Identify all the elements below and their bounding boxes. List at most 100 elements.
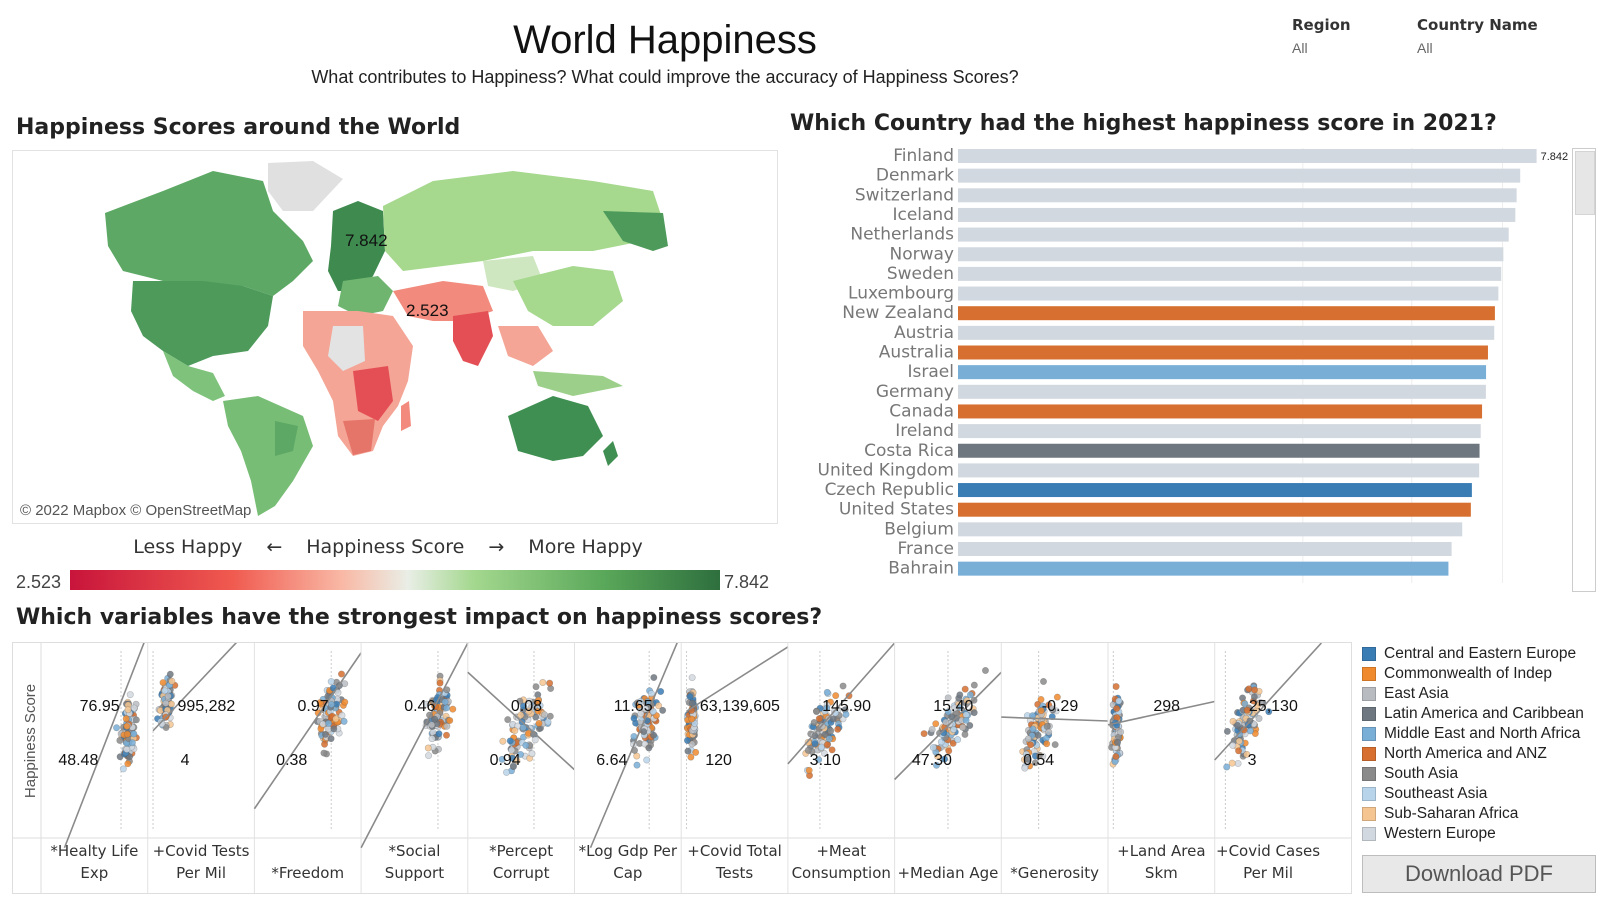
filter-country[interactable]: Country Name All bbox=[1417, 16, 1538, 56]
scatter-point[interactable] bbox=[519, 702, 527, 710]
scatter-point[interactable] bbox=[637, 710, 645, 718]
scatter-point[interactable] bbox=[499, 737, 507, 745]
scatter-point[interactable] bbox=[1265, 708, 1273, 716]
scatter-point[interactable] bbox=[442, 731, 450, 739]
scatter-point[interactable] bbox=[1024, 735, 1032, 743]
scatter-point[interactable] bbox=[327, 735, 335, 743]
scatter-point[interactable] bbox=[633, 761, 641, 769]
scatter-point[interactable] bbox=[1235, 737, 1243, 745]
scatter-point[interactable] bbox=[535, 696, 543, 704]
legend-item[interactable]: Southeast Asia bbox=[1362, 784, 1584, 804]
bar[interactable] bbox=[958, 286, 1499, 301]
scatter-point[interactable] bbox=[516, 697, 524, 705]
scatter-panel[interactable]: 76.95 48.48 *Healty Life Exp bbox=[50, 632, 149, 882]
scatter-point[interactable] bbox=[424, 744, 432, 752]
scatter-point[interactable] bbox=[535, 719, 543, 727]
scatter-point[interactable] bbox=[1037, 695, 1045, 703]
scatter-point[interactable] bbox=[821, 731, 829, 739]
legend-item[interactable]: Middle East and North Africa bbox=[1362, 724, 1584, 744]
scatter-point[interactable] bbox=[509, 763, 517, 771]
scatter-point[interactable] bbox=[159, 679, 167, 687]
scatter-point[interactable] bbox=[168, 677, 176, 685]
scatter-point[interactable] bbox=[162, 699, 170, 707]
scatter-point[interactable] bbox=[435, 730, 443, 738]
scatter-point[interactable] bbox=[540, 711, 548, 719]
scatter-point[interactable] bbox=[928, 725, 936, 733]
scatter-point[interactable] bbox=[1235, 747, 1243, 755]
scatter-point[interactable] bbox=[506, 737, 514, 745]
scatter-point[interactable] bbox=[528, 750, 536, 758]
scatter-point[interactable] bbox=[327, 701, 335, 709]
scatter-point[interactable] bbox=[1241, 700, 1249, 708]
scatter-point[interactable] bbox=[546, 679, 554, 687]
scatter-point[interactable] bbox=[815, 756, 823, 764]
scatter-point[interactable] bbox=[804, 746, 812, 754]
scatter-point[interactable] bbox=[961, 685, 969, 693]
scatter-point[interactable] bbox=[1246, 727, 1254, 735]
bar[interactable] bbox=[958, 306, 1495, 321]
scatter-point[interactable] bbox=[970, 709, 978, 717]
bar[interactable] bbox=[958, 561, 1449, 576]
scatter-point[interactable] bbox=[1229, 741, 1237, 749]
scatter-point[interactable] bbox=[944, 708, 952, 716]
legend-item[interactable]: Central and Eastern Europe bbox=[1362, 644, 1584, 664]
bar[interactable] bbox=[958, 325, 1495, 340]
scatter-point[interactable] bbox=[828, 746, 836, 754]
scatter-point[interactable] bbox=[116, 736, 124, 744]
scatter-point[interactable] bbox=[1113, 704, 1121, 712]
scatter-point[interactable] bbox=[839, 682, 847, 690]
scatter-point[interactable] bbox=[503, 768, 511, 776]
bar[interactable] bbox=[958, 168, 1521, 183]
scatter-point[interactable] bbox=[961, 730, 969, 738]
scatter-point[interactable] bbox=[823, 741, 831, 749]
scatter-point[interactable] bbox=[1048, 705, 1056, 713]
scatter-point[interactable] bbox=[645, 744, 653, 752]
scatter-point[interactable] bbox=[508, 754, 516, 762]
scatter-point[interactable] bbox=[970, 681, 978, 689]
scatter-point[interactable] bbox=[508, 746, 516, 754]
scatter-panel[interactable]: 995,282 4 +Covid Tests Per Mil bbox=[147, 622, 255, 893]
scatter-point[interactable] bbox=[655, 702, 663, 710]
bar-chart-scrollbar[interactable] bbox=[1572, 148, 1596, 592]
scatter-panel[interactable]: 0.46 *Social Support bbox=[360, 642, 469, 893]
scatter-panel[interactable]: 25,130 3 +Covid Cases Per Mil bbox=[1214, 642, 1322, 893]
scatter-point[interactable] bbox=[683, 737, 691, 745]
scatter-point[interactable] bbox=[113, 724, 121, 732]
scatter-point[interactable] bbox=[330, 725, 338, 733]
scatter-point[interactable] bbox=[325, 719, 333, 727]
bar[interactable] bbox=[958, 483, 1472, 498]
scatter-point[interactable] bbox=[525, 707, 533, 715]
scatter-point[interactable] bbox=[428, 735, 436, 743]
scatter-point[interactable] bbox=[1223, 727, 1231, 735]
scatter-point[interactable] bbox=[817, 743, 825, 751]
bar[interactable] bbox=[958, 149, 1537, 163]
scatter-point[interactable] bbox=[1255, 714, 1263, 722]
scatter-point[interactable] bbox=[981, 666, 989, 674]
scatter-point[interactable] bbox=[811, 740, 819, 748]
scatter-point[interactable] bbox=[498, 755, 506, 763]
scatter-point[interactable] bbox=[428, 721, 436, 729]
scatter-panel[interactable]: -0.29 0.54 *Generosity bbox=[1000, 643, 1109, 893]
scatter-point[interactable] bbox=[443, 704, 451, 712]
scatter-point[interactable] bbox=[1233, 721, 1241, 729]
scatter-point[interactable] bbox=[321, 740, 329, 748]
scatter-point[interactable] bbox=[517, 750, 525, 758]
scatter-point[interactable] bbox=[684, 747, 692, 755]
scatter-point[interactable] bbox=[944, 694, 952, 702]
scatter-point[interactable] bbox=[446, 717, 454, 725]
scatter-point[interactable] bbox=[963, 697, 971, 705]
scatter-point[interactable] bbox=[1027, 741, 1035, 749]
bar[interactable] bbox=[958, 443, 1480, 458]
scatter-point[interactable] bbox=[320, 749, 328, 757]
bar[interactable] bbox=[958, 424, 1481, 439]
legend-item[interactable]: Western Europe bbox=[1362, 824, 1584, 844]
scatter-point[interactable] bbox=[443, 722, 451, 730]
scatter-point[interactable] bbox=[130, 730, 138, 738]
legend-item[interactable]: Sub-Saharan Africa bbox=[1362, 804, 1584, 824]
filter-region-value[interactable]: All bbox=[1292, 40, 1308, 56]
region-legend[interactable]: Central and Eastern Europe Commonwealth o… bbox=[1362, 644, 1584, 844]
scatter-point[interactable] bbox=[630, 714, 638, 722]
scatter-point[interactable] bbox=[825, 735, 833, 743]
bar[interactable] bbox=[958, 502, 1471, 517]
scatter-point[interactable] bbox=[1253, 701, 1261, 709]
